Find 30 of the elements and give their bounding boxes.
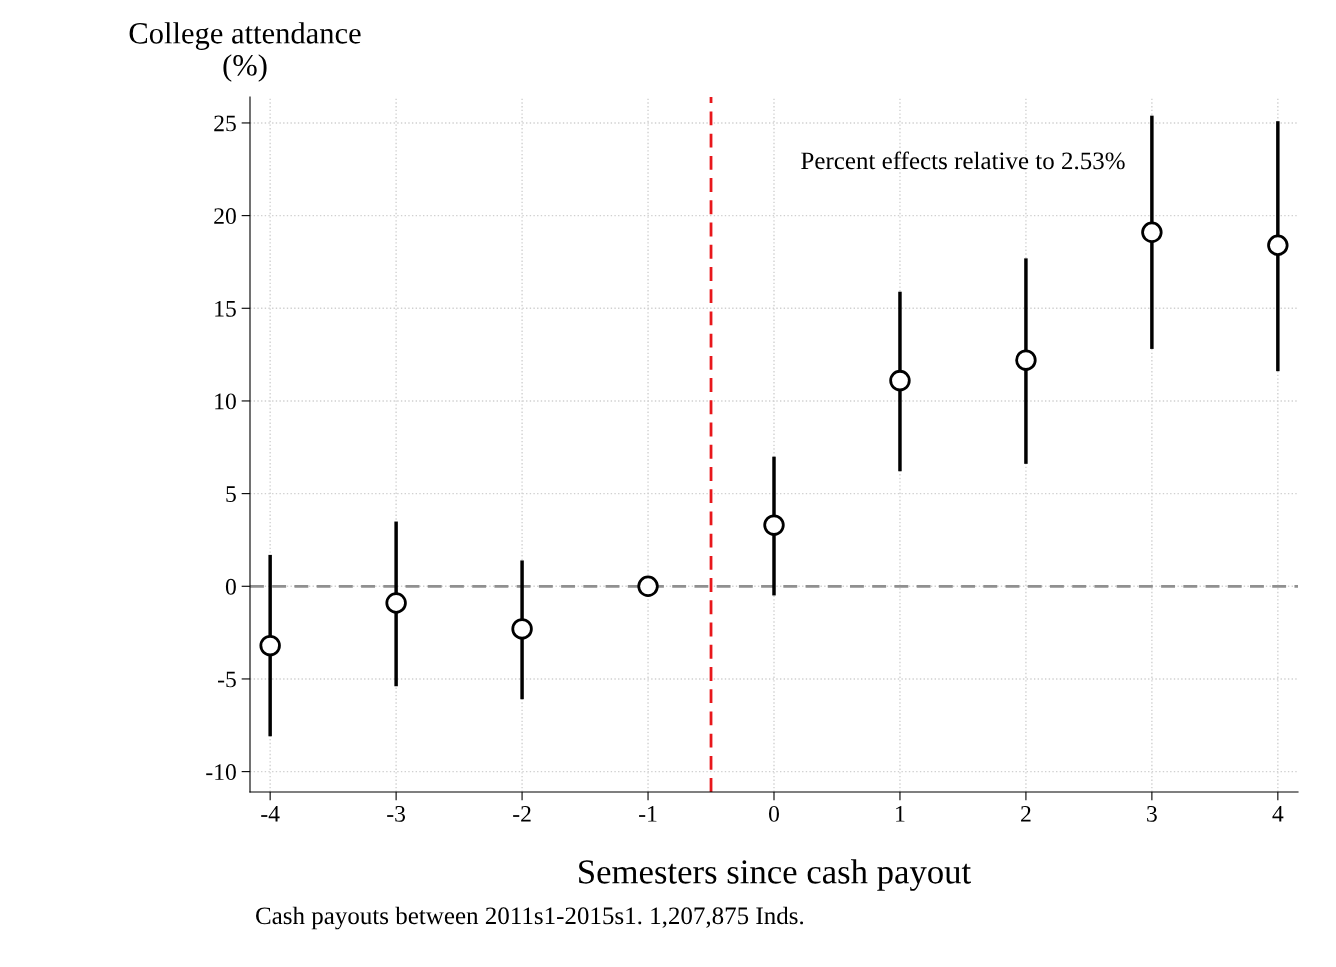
point xyxy=(1267,234,1289,256)
x-tick-label: -3 xyxy=(387,805,406,822)
annotation: Percent effects relative to 2.53% xyxy=(801,151,1125,170)
y-tick-label: 5 xyxy=(226,486,236,503)
y-tick-label: -5 xyxy=(218,671,236,688)
point xyxy=(1015,349,1037,371)
x-tick-label: 1 xyxy=(896,805,905,822)
y-tick-label: 15 xyxy=(215,300,236,317)
x-tick-label: -2 xyxy=(513,805,531,822)
x-tick-label: -1 xyxy=(639,805,657,822)
point xyxy=(1141,221,1163,243)
point xyxy=(889,369,911,392)
point xyxy=(511,618,533,640)
point xyxy=(385,592,407,614)
point xyxy=(637,575,659,597)
x-tick-label: 0 xyxy=(769,805,779,822)
y-axis-title: College attendance (%) xyxy=(129,22,361,82)
x-axis-title: Semesters since cash payout xyxy=(579,859,971,891)
y-tick-label: -10 xyxy=(206,764,236,781)
x-tick-label: 2 xyxy=(1021,805,1031,822)
x-tick-label: -4 xyxy=(261,806,280,822)
text: Cash payouts between 2011s1-2015s1. 1,207,875 Inds. xyxy=(256,906,804,930)
x-tick-label: 3 xyxy=(1147,805,1157,822)
point xyxy=(259,634,281,657)
point xyxy=(763,514,785,536)
y-tick-label: 0 xyxy=(225,578,236,595)
y-tick-label: 10 xyxy=(215,393,236,410)
y-tick-label: 25 xyxy=(214,115,236,132)
y-tick-label: 20 xyxy=(214,208,236,225)
x-tick-label: 4 xyxy=(1272,806,1284,822)
